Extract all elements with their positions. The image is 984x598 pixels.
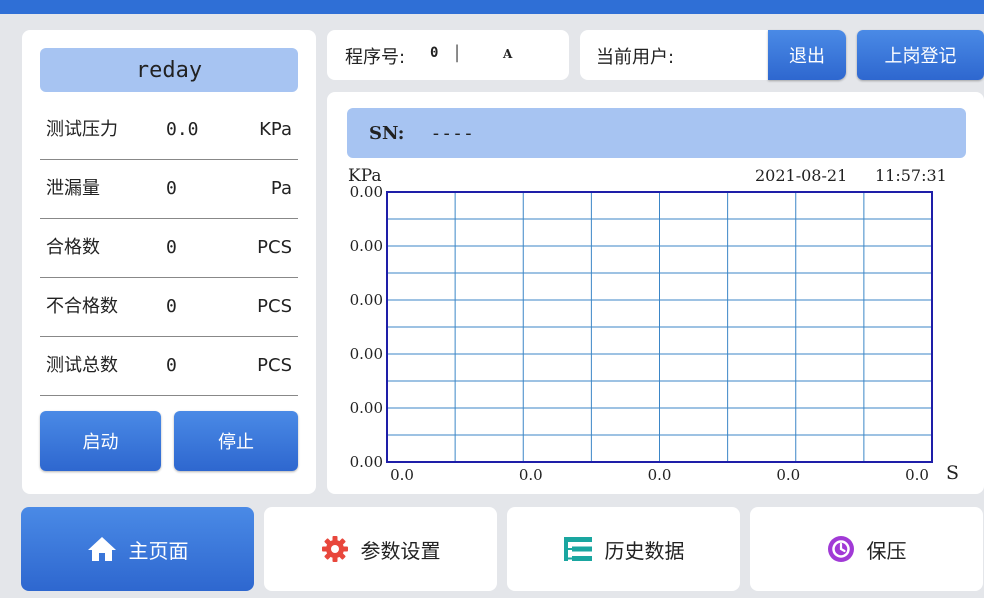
stat-value: 0	[166, 237, 177, 258]
list-tree-icon	[563, 535, 593, 563]
sn-value: ----	[430, 122, 474, 144]
program-separator: |	[454, 42, 461, 63]
nav-pressure-hold[interactable]: 保压	[750, 507, 983, 591]
stat-unit: PCS	[257, 296, 292, 317]
stat-unit: KPa	[259, 119, 292, 140]
nav-label: 主页面	[128, 538, 189, 563]
pressure-chart: 0.00 0.00 0.00 0.00 0.00 0.00 0.0 0.0 0.0 0.0 0.0	[350, 183, 933, 484]
start-button[interactable]: 启动	[40, 411, 161, 471]
stat-value: 0	[166, 178, 177, 199]
current-user-label: 当前用户:	[596, 47, 675, 68]
y-tick-label: 0.00	[350, 345, 383, 363]
logout-button[interactable]: 退出	[768, 30, 846, 80]
y-tick-label: 0.00	[350, 183, 383, 201]
stat-row-leak: 泄漏量 0 Pa	[40, 160, 298, 219]
y-tick-label: 0.00	[350, 291, 383, 309]
program-number[interactable]: 0	[430, 45, 439, 61]
nav-label: 参数设置	[360, 538, 441, 563]
top-accent-bar	[0, 0, 984, 14]
sn-label: SN:	[369, 122, 405, 144]
program-box: 程序号: 0 | A	[327, 30, 569, 80]
stat-label: 测试总数	[46, 355, 118, 376]
stat-row-pass: 合格数 0 PCS	[40, 219, 298, 278]
stat-unit: PCS	[257, 237, 292, 258]
stat-unit: PCS	[257, 355, 292, 376]
y-tick-label: 0.00	[350, 237, 383, 255]
stat-value: 0	[166, 296, 177, 317]
x-tick-label: 0.0	[905, 466, 929, 484]
chart-date: 2021-08-21	[755, 166, 848, 185]
stat-value: 0.0	[166, 119, 199, 140]
stop-button[interactable]: 停止	[174, 411, 298, 471]
plot-frame	[386, 191, 933, 463]
home-icon	[87, 536, 117, 562]
stat-label: 合格数	[46, 237, 100, 258]
stat-label: 不合格数	[46, 296, 118, 317]
y-axis-unit: KPa	[348, 166, 382, 186]
login-register-button[interactable]: 上岗登记	[857, 30, 984, 80]
x-axis-unit: S	[946, 462, 960, 484]
stat-unit: Pa	[270, 178, 292, 199]
stat-row-fail: 不合格数 0 PCS	[40, 278, 298, 337]
x-tick-label: 0.0	[390, 466, 414, 484]
x-tick-label: 0.0	[776, 466, 800, 484]
sn-bar: SN: ----	[347, 108, 966, 158]
nav-label: 保压	[866, 538, 907, 563]
chart-time: 11:57:31	[875, 166, 947, 185]
stat-label: 泄漏量	[46, 178, 100, 199]
x-tick-label: 0.0	[519, 466, 543, 484]
stat-label: 测试压力	[46, 119, 118, 140]
nav-label: 历史数据	[604, 538, 685, 563]
nav-home[interactable]: 主页面	[21, 507, 254, 591]
user-box: 当前用户: 退出	[580, 30, 846, 80]
nav-parameter-settings[interactable]: 参数设置	[264, 507, 497, 591]
machine-status: reday	[40, 48, 298, 92]
program-code[interactable]: A	[503, 47, 513, 61]
nav-history-data[interactable]: 历史数据	[507, 507, 740, 591]
stat-row-total: 测试总数 0 PCS	[40, 337, 298, 396]
y-tick-label: 0.00	[350, 399, 383, 417]
gear-icon	[321, 535, 349, 563]
status-panel: reday 测试压力 0.0 KPa 泄漏量 0 Pa 合格数 0 PCS 不合…	[22, 30, 316, 494]
program-label: 程序号:	[345, 47, 406, 68]
x-tick-label: 0.0	[648, 466, 672, 484]
stat-row-pressure: 测试压力 0.0 KPa	[40, 101, 298, 160]
timer-icon	[827, 535, 855, 563]
y-tick-label: 0.00	[350, 453, 383, 471]
chart-panel: SN: ---- KPa 2021-08-21 11:57:31 S 0.00 0…	[327, 92, 984, 494]
stat-value: 0	[166, 355, 177, 376]
